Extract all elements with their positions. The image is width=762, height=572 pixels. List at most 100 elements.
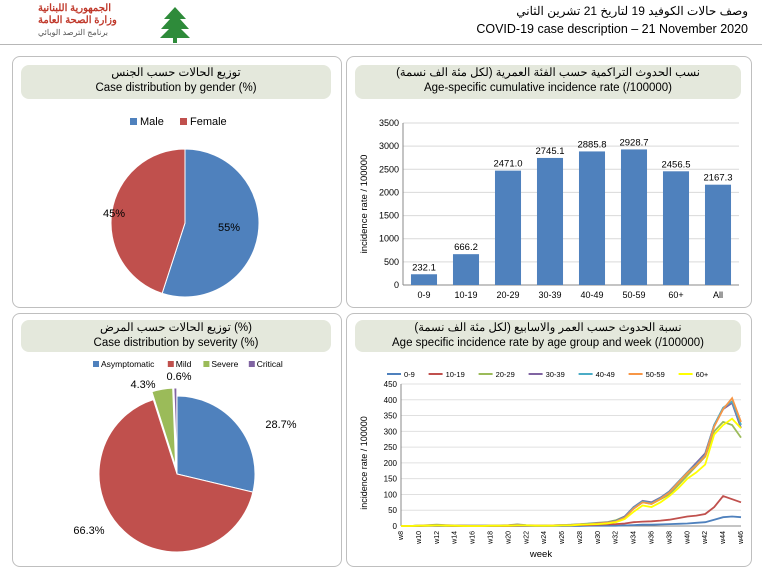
x-tick-label: w14 xyxy=(452,531,459,545)
x-tick-label: w46 xyxy=(738,531,745,545)
x-tick-label: w44 xyxy=(720,531,727,545)
y-tick-label: 0 xyxy=(393,522,398,531)
x-tick-label: 60+ xyxy=(668,290,683,300)
series-line-60+ xyxy=(401,417,742,527)
age-bar-chart: 0 500 1000 1500 2000 2500 3000 3500 232.1 0-9 666.… xyxy=(359,118,739,305)
y-tick-label: 250 xyxy=(384,443,398,452)
pie-slice-critical xyxy=(173,387,178,467)
legend-label-0-9: 0-9 xyxy=(404,370,415,379)
bar-value-label: 2745.1 xyxy=(535,146,564,157)
bar-10-19 xyxy=(452,254,480,285)
y-tick-label: 200 xyxy=(384,459,398,468)
series-line-30-39 xyxy=(401,401,742,527)
x-tick-label: 0-9 xyxy=(417,290,430,300)
y-tick-label: 500 xyxy=(384,257,399,267)
legend-swatch-mild xyxy=(167,361,174,367)
x-tick-label: 30-39 xyxy=(538,290,561,300)
age-rate-panel: نسب الحدوث التراكمية حسب الفئة العمرية (… xyxy=(346,56,752,308)
legend-swatch-female xyxy=(180,118,187,125)
y-axis-label: incidence rate / 100000 xyxy=(359,416,369,510)
bar-50-59 xyxy=(620,149,648,285)
bar-20-29 xyxy=(494,170,522,285)
legend-label-30-39: 30-39 xyxy=(546,370,565,379)
legend-swatch-severe xyxy=(203,361,210,367)
bar-value-label: 2471.0 xyxy=(493,159,522,170)
x-tick-label: w18 xyxy=(487,531,494,545)
severity-panel-title: توزيع الحالات حسب المرض (%) Case distrib… xyxy=(21,320,331,352)
logo-line-1: الجمهورية اللبنانية xyxy=(38,3,111,14)
severity-title-arabic: توزيع الحالات حسب المرض (%) xyxy=(100,322,252,334)
severity-title: Case distribution by severity (%) xyxy=(93,337,259,349)
legend-label-60+: 60+ xyxy=(696,370,709,379)
x-tick-label: All xyxy=(713,290,723,300)
legend-swatch-critical xyxy=(248,361,255,367)
bar-value-label: 2167.3 xyxy=(703,173,732,184)
y-tick-label: 3000 xyxy=(379,141,399,151)
y-tick-label: 1500 xyxy=(379,211,399,221)
x-tick-label: w8 xyxy=(398,531,405,541)
y-tick-label: 150 xyxy=(384,475,398,484)
x-tick-label: w34 xyxy=(631,531,638,545)
x-tick-label: w30 xyxy=(595,531,602,545)
data-label-critical: 0.6% xyxy=(166,371,191,383)
y-tick-label: 2000 xyxy=(379,187,399,197)
age-rate-title: Age-specific cumulative incidence rate (… xyxy=(423,82,673,94)
logo-line-2: وزارة الصحة العامة xyxy=(38,15,117,26)
y-tick-label: 50 xyxy=(388,506,397,515)
legend-label-20-29: 20-29 xyxy=(496,370,515,379)
legend-label-10-19: 10-19 xyxy=(446,370,465,379)
x-axis-label: age group xyxy=(544,302,587,305)
bar-0-9 xyxy=(410,274,438,285)
x-tick-label: w16 xyxy=(470,531,477,545)
y-tick-label: 2500 xyxy=(379,164,399,174)
y-tick-label: 350 xyxy=(384,412,398,421)
weekly-title: Age specific incidence rate by age group… xyxy=(392,337,704,349)
x-tick-label: w20 xyxy=(505,531,512,545)
x-tick-label: 50-59 xyxy=(622,290,645,300)
series-line-50-59 xyxy=(401,396,742,527)
x-tick-label: w22 xyxy=(523,531,530,545)
cedar-icon xyxy=(160,7,190,43)
x-tick-label: w26 xyxy=(559,531,566,545)
x-tick-label: w32 xyxy=(613,531,620,545)
series-line-10-19 xyxy=(401,494,742,527)
weekly-panel: نسبة الحدوث حسب العمر والاسابيع (لكل مئة… xyxy=(346,313,752,567)
y-axis-label: incidence rate / 100000 xyxy=(359,155,370,254)
ministry-logo: الجمهورية اللبنانية وزارة الصحة العامة ب… xyxy=(38,3,190,43)
header-divider xyxy=(0,44,762,45)
x-tick-label: w28 xyxy=(577,531,584,545)
x-tick-label: w40 xyxy=(684,531,691,545)
gender-title: Case distribution by gender (%) xyxy=(95,82,257,94)
legend-label-50-59: 50-59 xyxy=(646,370,665,379)
x-tick-label: w24 xyxy=(541,531,548,545)
header: الجمهورية اللبنانية وزارة الصحة العامة ب… xyxy=(0,0,762,44)
logo-line-3: برنامج الترصد الوبائي xyxy=(38,28,109,37)
legend-label-female: Female xyxy=(190,116,227,128)
severity-panel: توزيع الحالات حسب المرض (%) Case distrib… xyxy=(12,313,342,567)
x-tick-label: w12 xyxy=(434,531,441,545)
y-tick-label: 300 xyxy=(384,427,398,436)
severity-pie-chart: 28.7% 66.3% 4.3% 0.6% Asymptomatic Mild Severe… xyxy=(73,359,297,553)
data-label-mild: 66.3% xyxy=(73,525,104,537)
x-tick-label: w38 xyxy=(666,531,673,545)
bar-value-label: 2928.7 xyxy=(619,137,648,148)
legend-swatch-male xyxy=(130,118,137,125)
weekly-title-arabic: نسبة الحدوث حسب العمر والاسابيع (لكل مئة… xyxy=(414,322,682,334)
gender-panel-title: توزيع الحالات حسب الجنس Case distributio… xyxy=(21,65,331,99)
legend-label-male: Male xyxy=(140,116,164,128)
data-label-male: 55% xyxy=(218,222,240,234)
pie-slice-asymptomatic xyxy=(176,395,256,493)
pie-slice-female xyxy=(110,148,186,295)
data-label-female: 45% xyxy=(103,208,125,220)
bar-value-label: 666.2 xyxy=(454,242,478,253)
bar-value-label: 2885.8 xyxy=(577,139,606,150)
bar-30-39 xyxy=(536,157,564,285)
legend-swatch-asymptomatic xyxy=(93,361,99,367)
weekly-panel-title: نسبة الحدوث حسب العمر والاسابيع (لكل مئة… xyxy=(355,320,741,352)
y-tick-label: 100 xyxy=(384,490,398,499)
series-line-40-49 xyxy=(401,399,742,527)
legend-label-critical: Critical xyxy=(257,359,283,369)
x-tick-label: 40-49 xyxy=(580,290,603,300)
y-tick-label: 400 xyxy=(384,396,398,405)
data-label-severe: 4.3% xyxy=(130,379,155,391)
